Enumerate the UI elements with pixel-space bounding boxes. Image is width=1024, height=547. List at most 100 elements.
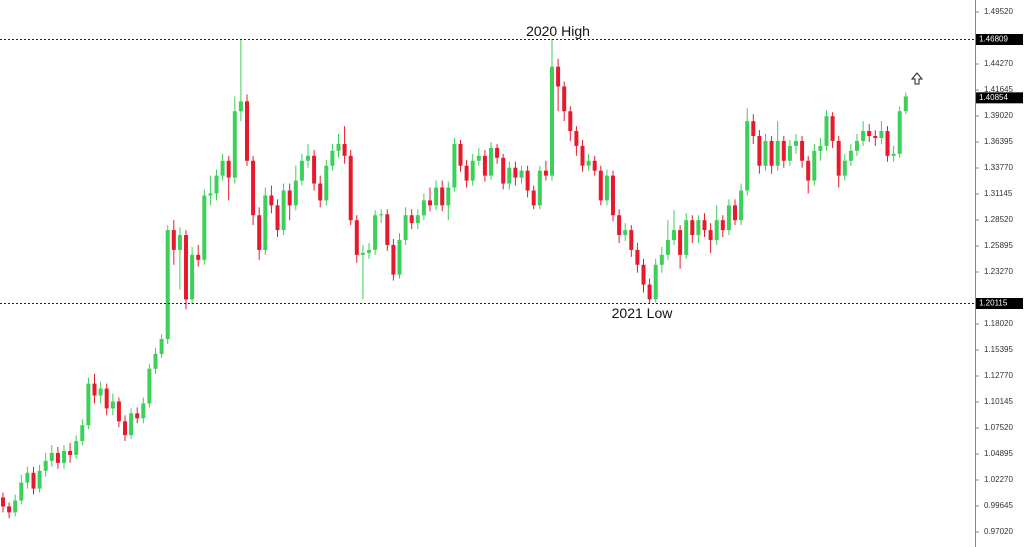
y-tick-label: 1.07520 xyxy=(984,423,1013,432)
candle-body xyxy=(62,450,66,463)
candle-body xyxy=(507,167,512,184)
candle-body xyxy=(501,157,506,184)
candle-body xyxy=(550,66,554,176)
candle-body xyxy=(891,153,896,156)
candle-body xyxy=(751,121,756,137)
candle-body xyxy=(68,450,73,455)
candle-body xyxy=(19,482,24,501)
candle-body xyxy=(129,413,134,436)
candle-body xyxy=(171,230,176,250)
candle-body xyxy=(458,143,463,166)
candle-body xyxy=(385,214,390,245)
candle-body xyxy=(92,383,97,396)
candle-body xyxy=(745,121,750,191)
y-tick-label: 1.12770 xyxy=(984,371,1013,380)
candle-body xyxy=(324,165,329,201)
candle-body xyxy=(879,131,884,138)
candle-body xyxy=(141,403,146,419)
candle-body xyxy=(269,195,274,206)
candle-body xyxy=(629,230,634,250)
candle-body xyxy=(464,165,469,181)
candle-body xyxy=(519,170,524,178)
candle-body xyxy=(135,413,140,419)
candle-body xyxy=(611,175,615,216)
y-tick-label: 1.25895 xyxy=(984,241,1013,250)
candle-body xyxy=(739,190,744,221)
candle-body xyxy=(208,193,213,196)
candle-body xyxy=(190,254,195,300)
candle-body xyxy=(495,147,500,158)
candle-body xyxy=(781,140,786,161)
candle-body xyxy=(531,190,536,206)
price-box-label: 1.46809 xyxy=(979,35,1008,44)
candle-body xyxy=(708,230,713,241)
candle-body xyxy=(31,472,36,489)
candle-body xyxy=(251,160,256,216)
candle-body xyxy=(354,220,359,255)
candle-body xyxy=(202,195,207,260)
candle-body xyxy=(897,111,902,154)
candle-body xyxy=(586,160,591,166)
y-tick-label: 1.49520 xyxy=(984,7,1013,16)
y-tick-label: 0.97020 xyxy=(984,527,1013,536)
candle-body xyxy=(714,220,719,241)
candle-body xyxy=(25,472,30,483)
candle-body xyxy=(867,131,872,137)
candle-body xyxy=(489,147,493,176)
candle-body xyxy=(665,240,670,255)
candle-body xyxy=(226,160,231,178)
candle-body xyxy=(263,195,268,250)
candle-body xyxy=(855,140,859,151)
candle-body xyxy=(769,140,774,166)
candle-body xyxy=(49,452,54,461)
candle-body xyxy=(43,460,48,471)
candle-body xyxy=(159,339,164,354)
candle-body xyxy=(702,220,707,231)
candle-body xyxy=(861,131,866,141)
candle-body xyxy=(153,353,158,369)
y-tick-label: 1.28520 xyxy=(984,215,1013,224)
y-tick-label: 0.99645 xyxy=(984,501,1013,510)
candle-body xyxy=(80,425,85,442)
y-tick-label: 1.02270 xyxy=(984,475,1013,484)
candle-body xyxy=(257,215,262,250)
candle-body xyxy=(55,452,60,463)
candle-body xyxy=(281,190,286,231)
candle-body xyxy=(678,230,683,255)
candle-body xyxy=(312,155,317,184)
candle-body xyxy=(848,150,853,161)
candle-body xyxy=(446,187,451,206)
candle-body xyxy=(568,111,573,132)
candle-body xyxy=(452,143,457,188)
candle-body xyxy=(543,170,548,176)
candle-body xyxy=(74,441,79,455)
candle-body xyxy=(306,155,310,161)
candle-body xyxy=(373,215,378,250)
candle-body xyxy=(617,215,622,236)
candle-body xyxy=(196,254,201,260)
candle-body xyxy=(525,170,530,191)
y-tick-label: 1.31145 xyxy=(984,189,1013,198)
candle-body xyxy=(238,101,243,112)
candle-body xyxy=(440,187,445,206)
candle-body xyxy=(647,284,652,300)
candle-body xyxy=(165,230,170,340)
candle-body xyxy=(348,155,353,221)
candle-body xyxy=(434,187,439,206)
candle-body xyxy=(403,215,408,241)
candle-body xyxy=(800,140,805,161)
candle-body xyxy=(336,143,341,151)
candle-body xyxy=(592,160,597,171)
y-tick-label: 1.23270 xyxy=(984,267,1013,276)
y-tick-label: 1.36395 xyxy=(984,137,1013,146)
candle-body xyxy=(562,86,567,112)
candle-body xyxy=(556,66,561,87)
candle-body xyxy=(635,249,640,265)
y-tick-label: 1.41645 xyxy=(984,85,1013,94)
candle-body xyxy=(885,131,890,156)
candle-body xyxy=(873,136,878,138)
candle-body xyxy=(757,136,762,166)
candle-body xyxy=(184,235,188,300)
candle-body xyxy=(123,421,127,436)
